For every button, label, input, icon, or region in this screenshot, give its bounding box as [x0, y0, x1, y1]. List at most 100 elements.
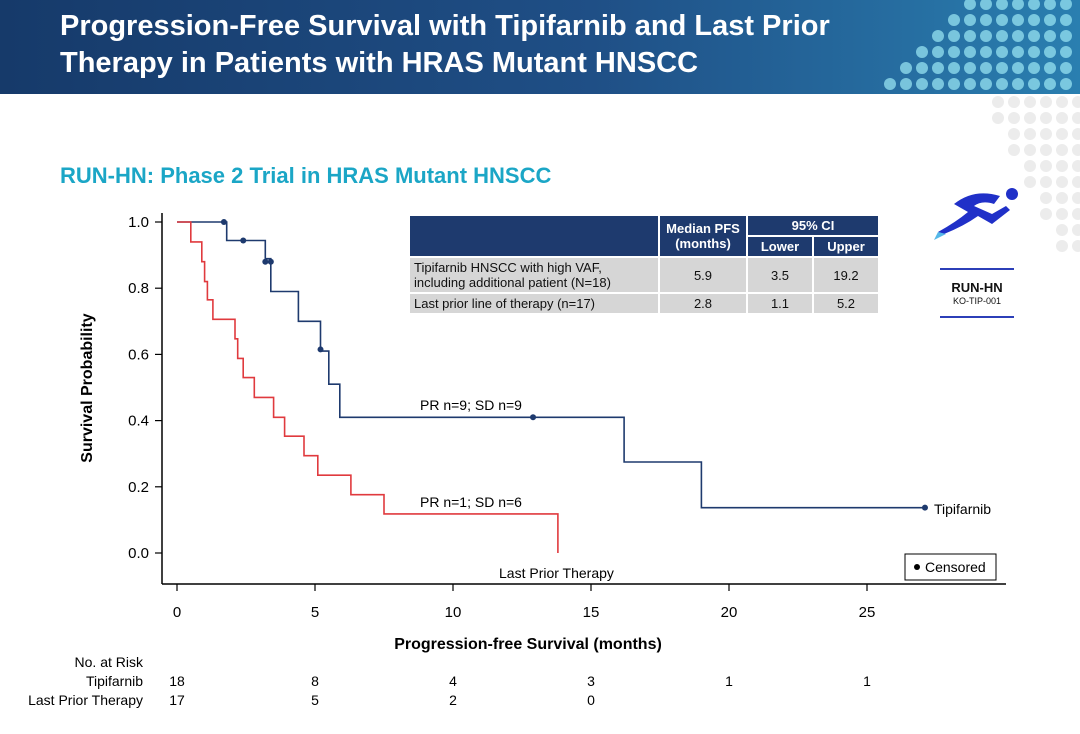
banner-dot	[1012, 30, 1024, 42]
at-risk-value: 2	[449, 692, 457, 708]
side-dot	[992, 112, 1004, 124]
at-risk-row-label: Last Prior Therapy	[28, 692, 143, 708]
at-risk-value: 8	[311, 673, 319, 689]
banner-dot	[948, 78, 960, 90]
banner-dot	[996, 14, 1008, 26]
side-dot	[1072, 240, 1080, 252]
logo-code: KO-TIP-001	[952, 296, 1001, 306]
banner-dot	[964, 0, 976, 10]
side-dot	[1072, 144, 1080, 156]
at-risk-value: 1	[725, 673, 733, 689]
banner-dot	[964, 62, 976, 74]
side-dot	[1040, 208, 1052, 220]
banner-dot	[1028, 14, 1040, 26]
side-dot	[1056, 112, 1068, 124]
banner-dot	[964, 46, 976, 58]
banner-dot	[948, 30, 960, 42]
x-tick-label: 0	[173, 604, 181, 621]
banner-dot	[1060, 14, 1072, 26]
median-header: Median PFS (months)	[658, 214, 748, 258]
banner-dot	[980, 0, 992, 10]
y-tick-label: 0.0	[128, 545, 149, 562]
at-risk-value: 17	[169, 692, 185, 708]
banner-dot	[932, 30, 944, 42]
side-dot	[1024, 128, 1036, 140]
x-axis-title: Progression-free Survival (months)	[394, 636, 662, 653]
x-tick-label: 20	[721, 604, 738, 621]
lower-header: Lower	[746, 235, 814, 258]
side-dot	[1008, 96, 1020, 108]
y-tick-label: 0.4	[128, 413, 149, 430]
at-risk-value: 4	[449, 673, 457, 689]
banner-dot	[980, 78, 992, 90]
y-axis-title: Survival Probability	[79, 313, 96, 462]
pfs-table: Median PFS (months) 95% CI Lower Upper T…	[408, 214, 880, 315]
banner-dot	[996, 62, 1008, 74]
side-dot	[1024, 176, 1036, 188]
y-tick-label: 1.0	[128, 214, 149, 231]
censor-mark	[317, 346, 324, 353]
side-dot	[1056, 224, 1068, 236]
banner-dot	[1028, 46, 1040, 58]
banner-dot	[1012, 0, 1024, 10]
tipifarnib-response-label: PR n=9; SD n=9	[420, 397, 522, 413]
banner-dot	[980, 30, 992, 42]
tipifarnib-curve	[177, 221, 925, 509]
banner-dot	[1028, 0, 1040, 10]
banner-dot	[1012, 78, 1024, 90]
logo-name: RUN-HN	[951, 280, 1003, 295]
upper-header: Upper	[812, 235, 880, 258]
censor-mark	[267, 258, 274, 265]
legend-box	[904, 553, 997, 581]
banner-dot	[1028, 30, 1040, 42]
side-dot	[1024, 96, 1036, 108]
side-dot	[1024, 160, 1036, 172]
at-risk-title: No. at Risk	[75, 654, 144, 670]
at-risk-value: 5	[311, 692, 319, 708]
banner-dot	[1044, 78, 1056, 90]
banner-dot	[996, 78, 1008, 90]
at-risk-value: 3	[587, 673, 595, 689]
side-dot	[1056, 176, 1068, 188]
y-tick-label: 0.8	[128, 280, 149, 297]
censor-mark	[921, 504, 928, 511]
at-risk-value: 0	[587, 692, 595, 708]
banner-dot	[1060, 30, 1072, 42]
side-dot	[1024, 144, 1036, 156]
banner-dot	[900, 78, 912, 90]
banner-dot	[996, 0, 1008, 10]
last-prior-curve-label: Last Prior Therapy	[499, 565, 614, 581]
censor-mark	[530, 414, 537, 421]
banner-dot	[948, 62, 960, 74]
banner-dot	[1044, 46, 1056, 58]
side-dot	[1040, 160, 1052, 172]
side-dot	[1056, 128, 1068, 140]
row-median: 2.8	[658, 292, 748, 315]
dot-pattern	[884, 0, 1072, 90]
banner-dot	[964, 14, 976, 26]
y-tick-label: 0.6	[128, 346, 149, 363]
row-lower: 3.5	[746, 256, 814, 294]
x-tick-label: 10	[445, 604, 462, 621]
y-tick-label: 0.2	[128, 479, 149, 496]
ci-header: 95% CI	[746, 214, 880, 237]
censor-mark	[220, 219, 227, 225]
at-risk-value: 1	[863, 673, 871, 689]
table-row: Last prior line of therapy (n=17) 2.8 1.…	[408, 292, 880, 315]
side-dot	[1040, 112, 1052, 124]
slide-subtitle: RUN-HN: Phase 2 Trial in HRAS Mutant HNS…	[60, 163, 552, 188]
side-dot	[1072, 112, 1080, 124]
legend-censor-icon	[914, 564, 920, 570]
side-dot	[1072, 208, 1080, 220]
banner-dot	[916, 78, 928, 90]
side-dot	[1072, 192, 1080, 204]
banner-dot	[1012, 46, 1024, 58]
banner-dot	[1028, 78, 1040, 90]
banner-dot	[980, 62, 992, 74]
side-dot	[1072, 128, 1080, 140]
legend-label: Censored	[925, 559, 986, 575]
x-tick-label: 15	[583, 604, 600, 621]
logo-rule-top	[940, 268, 1014, 270]
runner-icon	[934, 188, 1018, 240]
banner-dot	[900, 62, 912, 74]
